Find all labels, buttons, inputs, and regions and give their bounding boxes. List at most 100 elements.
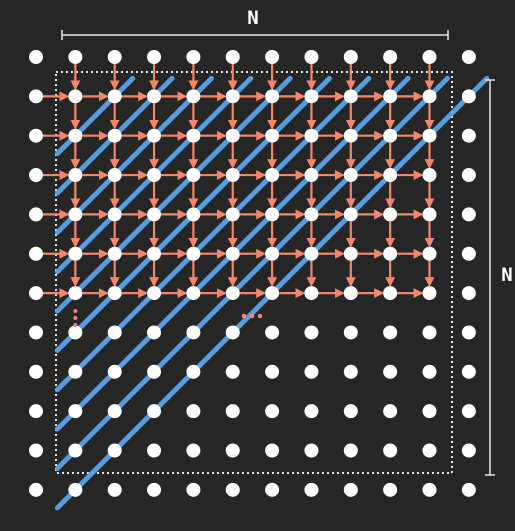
- grid-node: [461, 404, 476, 419]
- grid-node: [422, 443, 437, 458]
- grid-node: [186, 128, 201, 143]
- grid-node: [68, 89, 83, 104]
- grid-node: [68, 286, 83, 301]
- grid-node: [304, 89, 319, 104]
- grid-node: [147, 286, 162, 301]
- dependency-arrows: [43, 64, 435, 299]
- grid-node: [225, 168, 240, 183]
- grid-node: [383, 246, 398, 261]
- grid-node: [68, 168, 83, 183]
- grid-node: [186, 325, 201, 340]
- grid-node: [107, 404, 122, 419]
- horizontal-ellipsis-dot: [249, 313, 255, 319]
- grid-node: [29, 246, 43, 261]
- horizontal-ellipsis-dot: [241, 313, 247, 319]
- grid-node: [422, 482, 437, 497]
- grid-node: [186, 50, 201, 64]
- grid-node: [147, 168, 162, 183]
- grid-node: [68, 325, 83, 340]
- horizontal-ellipsis-dot: [257, 313, 263, 319]
- grid-node: [422, 286, 437, 301]
- grid-node: [461, 325, 476, 340]
- grid-node: [225, 128, 240, 143]
- vertical-ellipsis-dot: [73, 309, 78, 313]
- grid-node: [107, 482, 122, 497]
- grid-node: [265, 207, 280, 222]
- grid-node: [68, 364, 83, 379]
- grid-node: [422, 128, 437, 143]
- grid-node: [225, 50, 240, 64]
- wavefront-line: [54, 75, 136, 157]
- grid-node: [265, 50, 280, 64]
- grid-node: [343, 50, 358, 64]
- grid-node: [461, 246, 476, 261]
- grid-node: [186, 364, 201, 379]
- grid-node: [304, 50, 319, 64]
- grid-node: [107, 443, 122, 458]
- grid-node: [68, 246, 83, 261]
- grid-node: [461, 364, 476, 379]
- grid-node: [304, 404, 319, 419]
- wavefront-line: [54, 75, 372, 393]
- grid-node: [422, 364, 437, 379]
- grid-node: [265, 404, 280, 419]
- grid-node: [68, 482, 83, 497]
- dimension-markers: N N: [61, 7, 513, 476]
- grid-node: [147, 50, 162, 64]
- grid-node: [461, 128, 476, 143]
- grid-node: [29, 482, 43, 497]
- grid-node: [343, 286, 358, 301]
- wavefront-line: [54, 75, 450, 471]
- grid-node: [147, 89, 162, 104]
- grid-node: [343, 364, 358, 379]
- grid-node: [147, 404, 162, 419]
- grid-node: [304, 482, 319, 497]
- grid-node: [422, 168, 437, 183]
- grid-node: [422, 246, 437, 261]
- grid-node: [147, 207, 162, 222]
- grid-node: [304, 364, 319, 379]
- grid-node: [383, 364, 398, 379]
- grid-node: [422, 207, 437, 222]
- grid-node: [422, 325, 437, 340]
- grid-node: [186, 482, 201, 497]
- grid-node: [383, 482, 398, 497]
- grid-node: [461, 443, 476, 458]
- grid-node: [422, 89, 437, 104]
- continuation-marks: [73, 309, 263, 327]
- grid-node: [68, 50, 83, 64]
- grid-node: [225, 404, 240, 419]
- grid-node: [29, 128, 43, 143]
- grid-node: [186, 207, 201, 222]
- dotted-boundary-rect: [55, 71, 453, 474]
- grid-node: [147, 443, 162, 458]
- grid-node: [343, 325, 358, 340]
- grid-node: [265, 168, 280, 183]
- grid-node: [383, 286, 398, 301]
- grid-node: [225, 364, 240, 379]
- grid-node: [107, 286, 122, 301]
- grid-node: [265, 89, 280, 104]
- grid-node: [343, 168, 358, 183]
- grid-node: [186, 443, 201, 458]
- grid-node: [343, 128, 358, 143]
- grid-node: [29, 443, 43, 458]
- grid-node: [343, 404, 358, 419]
- inner-boundary: [55, 71, 453, 474]
- grid-node: [186, 246, 201, 261]
- grid-node: [265, 246, 280, 261]
- grid-node: [383, 207, 398, 222]
- grid-node: [304, 168, 319, 183]
- grid-node: [29, 168, 43, 183]
- grid-node: [29, 207, 43, 222]
- grid-node: [304, 325, 319, 340]
- vertical-ellipsis-dot: [73, 323, 78, 327]
- grid-node: [304, 246, 319, 261]
- grid-node: [343, 207, 358, 222]
- grid-nodes: [29, 50, 476, 497]
- grid-node: [461, 89, 476, 104]
- grid-node: [107, 207, 122, 222]
- grid-node: [68, 128, 83, 143]
- grid-node: [304, 286, 319, 301]
